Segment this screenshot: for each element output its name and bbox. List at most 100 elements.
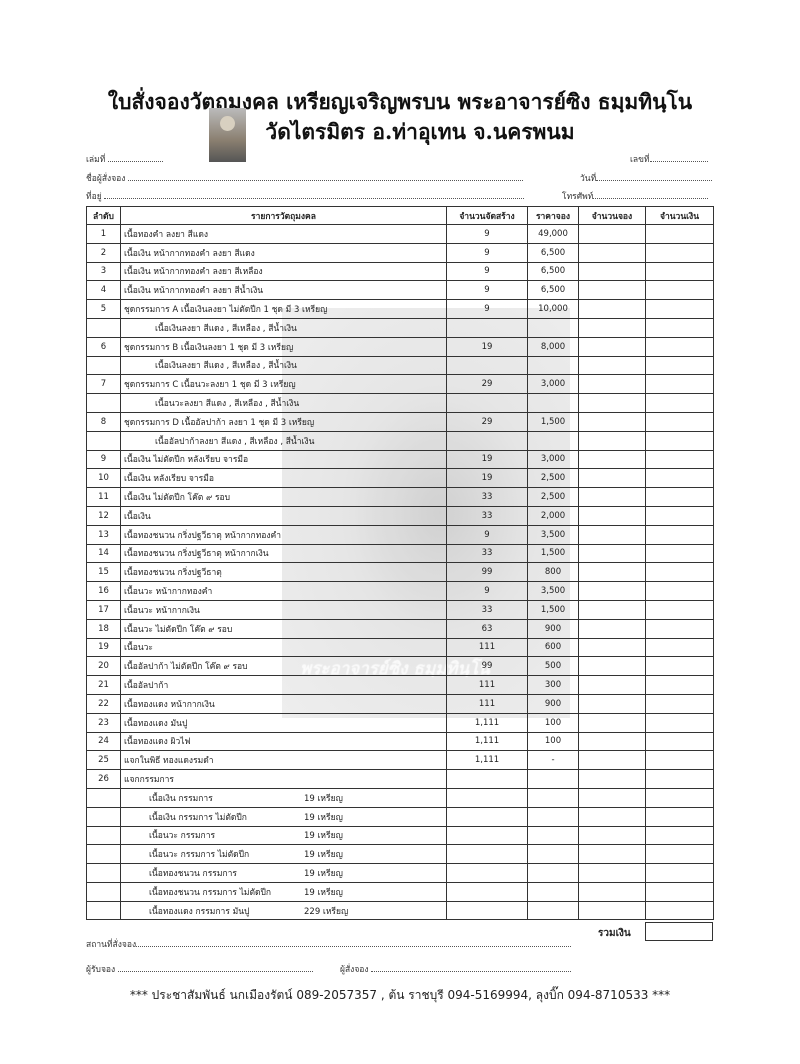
amount-cell[interactable] — [645, 731, 714, 752]
qty-order-cell[interactable] — [578, 637, 646, 658]
number-field[interactable]: เลขที่ — [630, 152, 708, 166]
qty-order-cell[interactable] — [578, 881, 646, 902]
amount-cell[interactable] — [645, 393, 714, 413]
amount-cell[interactable] — [645, 487, 714, 507]
table-row: 21 เนื้ออัลปาก้า 111 300 — [86, 675, 714, 695]
qty-order-cell[interactable] — [578, 505, 646, 526]
amount-cell[interactable] — [645, 543, 714, 564]
qty-order-cell[interactable] — [578, 618, 646, 639]
amount-cell[interactable] — [645, 675, 714, 695]
row-number: 15 — [86, 562, 121, 583]
amount-cell[interactable] — [645, 280, 714, 301]
orderer-sign-field[interactable]: ผู้สั่งจอง — [340, 962, 572, 976]
amount-cell[interactable] — [645, 863, 714, 883]
qty-order-cell[interactable] — [578, 468, 646, 489]
amount-cell[interactable] — [645, 806, 714, 827]
orderer-name-field[interactable]: ชื่อผู้สั่งจอง — [86, 171, 524, 185]
amount-cell[interactable] — [645, 468, 714, 489]
qty-order-cell[interactable] — [578, 769, 646, 789]
amount-cell[interactable] — [645, 881, 714, 902]
amount-cell[interactable] — [645, 693, 714, 714]
qty-order-cell[interactable] — [578, 242, 646, 263]
qty-order-cell[interactable] — [578, 299, 646, 319]
qty-order-cell[interactable] — [578, 317, 646, 338]
amount-cell[interactable] — [645, 562, 714, 583]
qty-order-cell[interactable] — [578, 355, 646, 376]
receiver-field[interactable]: ผู้รับจอง — [86, 962, 313, 976]
qty-order-cell[interactable] — [578, 562, 646, 583]
qty-order-cell[interactable] — [578, 863, 646, 883]
amount-cell[interactable] — [645, 787, 714, 808]
amount-cell[interactable] — [645, 844, 714, 865]
price — [527, 825, 579, 846]
qty-order-cell[interactable] — [578, 374, 646, 395]
date-field[interactable]: วันที่ — [580, 171, 713, 185]
amount-cell[interactable] — [645, 637, 714, 658]
qty-order-cell[interactable] — [578, 280, 646, 301]
row-number: 8 — [86, 411, 121, 432]
table-row: เนื้อเงินลงยา สีแดง , สีเหลือง , สีน้ำเง… — [86, 317, 714, 338]
amount-cell[interactable] — [645, 618, 714, 639]
amount-cell[interactable] — [645, 430, 714, 451]
qty-order-cell[interactable] — [578, 393, 646, 413]
amount-cell[interactable] — [645, 750, 714, 771]
qty-order-cell[interactable] — [578, 900, 646, 921]
book-no-field[interactable]: เล่มที่ — [86, 152, 164, 166]
amount-cell[interactable] — [645, 242, 714, 263]
amount-cell[interactable] — [645, 299, 714, 319]
amount-cell[interactable] — [645, 524, 714, 545]
qty-order-cell[interactable] — [578, 224, 646, 244]
qty-order-cell[interactable] — [578, 261, 646, 282]
amount-cell[interactable] — [645, 656, 714, 677]
qty-order-cell[interactable] — [578, 543, 646, 564]
amount-cell[interactable] — [645, 355, 714, 376]
row-number: 6 — [86, 336, 121, 357]
amount-cell[interactable] — [645, 900, 714, 921]
amount-cell[interactable] — [645, 336, 714, 357]
qty-order-cell[interactable] — [578, 750, 646, 771]
amount-cell[interactable] — [645, 581, 714, 601]
amount-cell[interactable] — [645, 411, 714, 432]
qty-order-cell[interactable] — [578, 430, 646, 451]
qty-order-cell[interactable] — [578, 581, 646, 601]
qty-order-cell[interactable] — [578, 844, 646, 865]
amount-cell[interactable] — [645, 261, 714, 282]
item-name-text: เนื้อเงิน กรรมการ — [149, 793, 213, 804]
item-name: เนื้อทองแดง ผิวไฟ — [120, 731, 447, 752]
total-amount-box[interactable] — [645, 922, 713, 941]
qty-order-cell[interactable] — [578, 787, 646, 808]
qty-order-cell[interactable] — [578, 487, 646, 507]
qty-order-cell[interactable] — [578, 731, 646, 752]
amount-cell[interactable] — [645, 317, 714, 338]
amount-cell[interactable] — [645, 449, 714, 470]
amount-cell[interactable] — [645, 712, 714, 733]
table-row: 23 เนื้อทองแดง มันปู 1,111 100 — [86, 712, 714, 733]
price: 2,000 — [527, 505, 579, 526]
qty-order-cell[interactable] — [578, 656, 646, 677]
amount-cell[interactable] — [645, 505, 714, 526]
qty-order-cell[interactable] — [578, 599, 646, 620]
col-no: ลำดับ — [86, 206, 121, 225]
amount-cell[interactable] — [645, 825, 714, 846]
qty-order-cell[interactable] — [578, 336, 646, 357]
qty-order-cell[interactable] — [578, 712, 646, 733]
address-field[interactable]: ที่อยู่ — [86, 189, 525, 203]
price — [527, 863, 579, 883]
qty-order-cell[interactable] — [578, 825, 646, 846]
qty-order-cell[interactable] — [578, 675, 646, 695]
qty-order-cell[interactable] — [578, 693, 646, 714]
amount-cell[interactable] — [645, 224, 714, 244]
qty-order-cell[interactable] — [578, 411, 646, 432]
item-count: 19 เหรียญ — [304, 850, 343, 861]
order-place-field[interactable]: สถานที่สั่งจอง — [86, 937, 572, 951]
qty-order-cell[interactable] — [578, 449, 646, 470]
amount-cell[interactable] — [645, 599, 714, 620]
order-place-label: สถานที่สั่งจอง — [86, 940, 137, 950]
qty-order-cell[interactable] — [578, 806, 646, 827]
qty-order-cell[interactable] — [578, 524, 646, 545]
amount-cell[interactable] — [645, 769, 714, 789]
price: 8,000 — [527, 336, 579, 357]
amount-cell[interactable] — [645, 374, 714, 395]
phone-field[interactable]: โทรศัพท์ — [562, 189, 709, 203]
qty-made — [446, 787, 528, 808]
